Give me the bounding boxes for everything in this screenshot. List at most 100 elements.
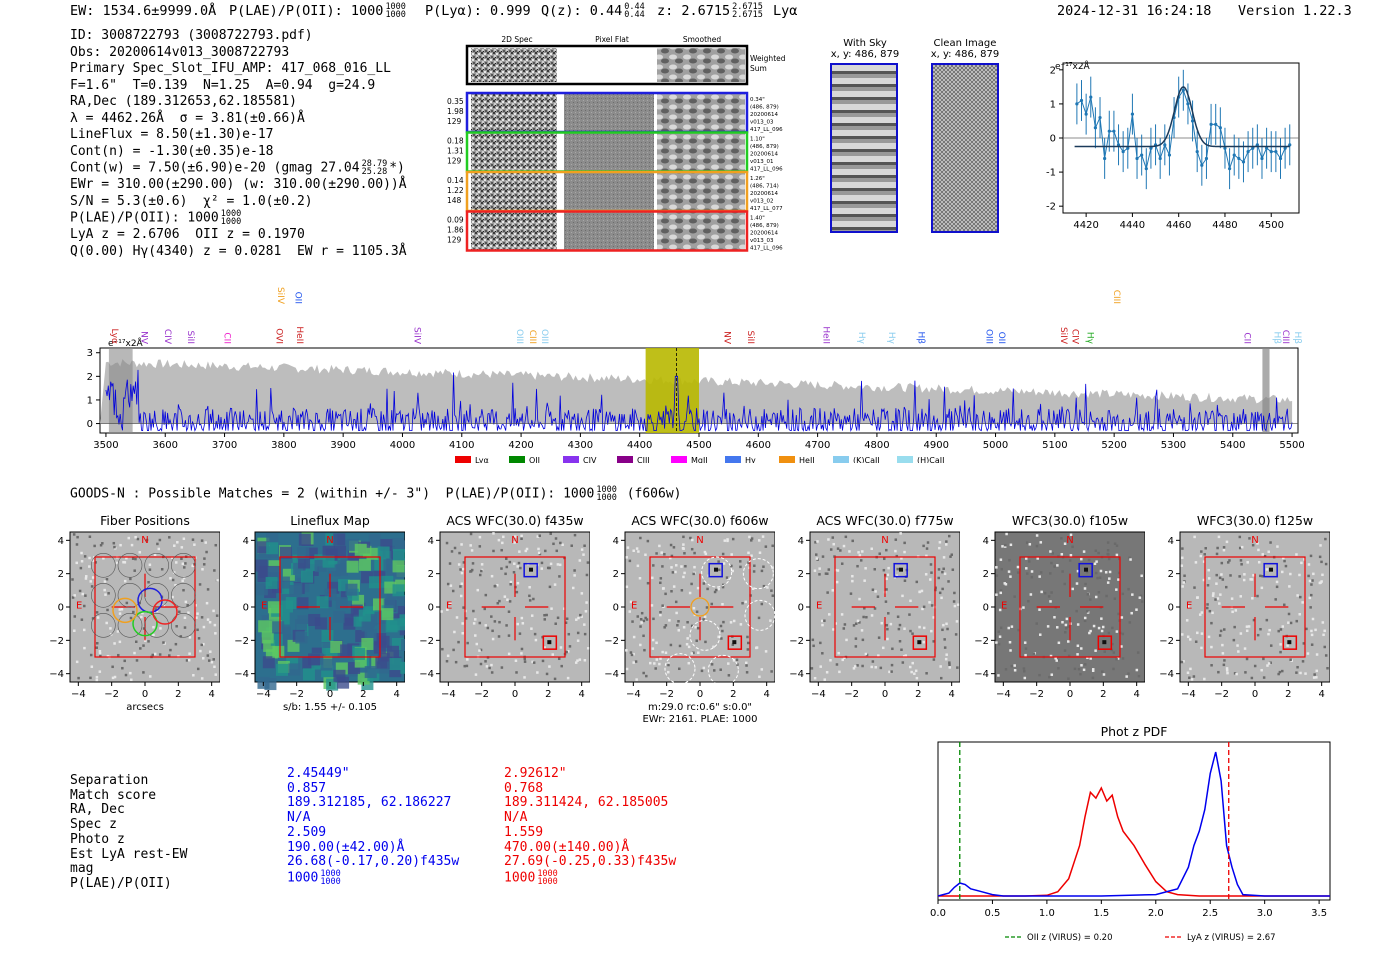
match-box-red <box>727 635 743 650</box>
cutout-pixel <box>117 653 120 657</box>
cutout-pixel <box>472 622 476 625</box>
cutout-pixel <box>644 616 647 620</box>
cutout-pixel <box>200 677 204 680</box>
cutout-pixel <box>1039 541 1043 544</box>
cutout-pixel <box>1320 560 1323 564</box>
cutout-pixel <box>640 621 643 624</box>
info-radec: RA,Dec (189.312653,62.185581) <box>70 94 297 109</box>
cutout-pixel <box>1028 560 1031 563</box>
cutout-pixel <box>1032 652 1036 655</box>
fiber-circle <box>144 553 169 578</box>
cutout-pixel <box>91 576 95 579</box>
cutout-pixel <box>105 577 109 581</box>
cutout-pixel <box>842 544 846 548</box>
cutout-pixel <box>381 608 394 621</box>
cutout-pixel <box>508 560 512 564</box>
cutout-pixel <box>1103 650 1106 653</box>
cutout-ytick-label: 2 <box>243 569 249 580</box>
cutout-pixel <box>721 602 724 606</box>
cutout-pixel <box>886 637 889 641</box>
fiber-smooth-cell <box>657 173 745 210</box>
cutout-pixel <box>573 569 576 572</box>
cutout-pixel <box>1216 597 1220 600</box>
fiber-circle <box>117 613 143 638</box>
fiber-circle <box>144 613 169 638</box>
label-match-score: Match score <box>70 787 157 803</box>
spec-line-label: OIII <box>984 329 994 344</box>
cutout-pixel <box>500 567 503 570</box>
cutout-pixel <box>446 654 450 658</box>
cutout-pixel <box>1080 647 1083 650</box>
cutout-pixel <box>712 645 715 649</box>
cutout-pixel <box>272 621 285 634</box>
cutout-pixel <box>568 645 572 648</box>
cutout-pixel <box>1210 621 1213 625</box>
cutout-pixel <box>700 669 704 673</box>
cutout-pixel <box>181 562 185 566</box>
cutout-pixel <box>1260 586 1264 590</box>
cutout-pixel <box>1080 557 1083 561</box>
match-box-red <box>912 635 928 650</box>
cutout-pixel <box>1256 542 1259 545</box>
fiber-divider <box>559 133 562 171</box>
spec-legend-label: OII <box>529 456 540 463</box>
cutout-pixel <box>766 586 769 589</box>
cutout-pixel <box>139 647 142 650</box>
cutout-pixel <box>1210 664 1213 667</box>
cutout-pixel <box>455 616 459 619</box>
cutout-pixel <box>1115 657 1118 661</box>
cutout-pixel <box>1249 578 1252 581</box>
cutout-pixel <box>689 536 692 540</box>
cutout-pixel <box>99 543 103 547</box>
cutout-pixel <box>1180 660 1184 664</box>
cutout-title: ACS WFC(30.0) f606w <box>631 513 769 528</box>
cutout-pixel <box>113 675 117 679</box>
cutout-pixel <box>1279 643 1282 646</box>
cutout-ytick-label: 4 <box>58 536 64 547</box>
fiber-smooth-cell <box>657 94 745 131</box>
cutout-pixel <box>515 671 518 674</box>
cutout-pixel <box>1298 573 1301 577</box>
cutout-pixel <box>818 567 821 570</box>
cutout-pixel <box>721 629 724 633</box>
cutout-pixel <box>819 641 822 645</box>
fiber-circle-highlight <box>152 599 178 625</box>
cutout-pixel <box>625 649 628 652</box>
cutout-pixel <box>811 638 815 642</box>
spec-xtick-label: 4600 <box>746 440 771 451</box>
cutout-pixel <box>585 573 589 577</box>
cutout-subtitle: s/b: 1.55 +/- 0.105 <box>283 702 377 713</box>
cutout-pixel <box>554 537 558 540</box>
cutout-pixel <box>566 676 570 680</box>
aperture-ellipse <box>701 556 733 588</box>
cutout-pixel <box>1215 573 1218 577</box>
cutout-pixel <box>129 671 132 675</box>
cutout-pixel <box>80 551 83 555</box>
cutout-pixel <box>925 554 928 558</box>
cutout-pixel <box>634 660 638 663</box>
cutout-pixel <box>461 567 465 571</box>
cutout-pixel <box>88 535 92 538</box>
cutout-pixel <box>83 646 86 650</box>
cutout-pixel <box>670 554 674 558</box>
spec-line-label: CII <box>222 332 232 344</box>
cutout-pixel <box>465 664 469 668</box>
cutout-pixel <box>932 616 935 619</box>
cutout-pixel <box>831 589 835 592</box>
north-label: N <box>881 535 888 546</box>
cutout-pixel <box>1310 633 1314 637</box>
cutout-pixel <box>1030 570 1034 573</box>
cutout-pixel <box>215 614 219 617</box>
cutout-pixel <box>188 636 192 639</box>
cutout-pixel <box>863 607 866 610</box>
cutout-pixel <box>687 661 691 665</box>
spec-line-label: OII <box>293 292 303 304</box>
cutout-pixel <box>399 614 405 627</box>
cutout-pixel <box>1304 672 1307 675</box>
cutout-pixel <box>1009 575 1012 578</box>
cutout-pixel <box>651 647 655 650</box>
match-box-blue <box>1078 562 1093 578</box>
cutout-pixel <box>851 574 854 578</box>
cutout-pixel <box>744 661 748 665</box>
